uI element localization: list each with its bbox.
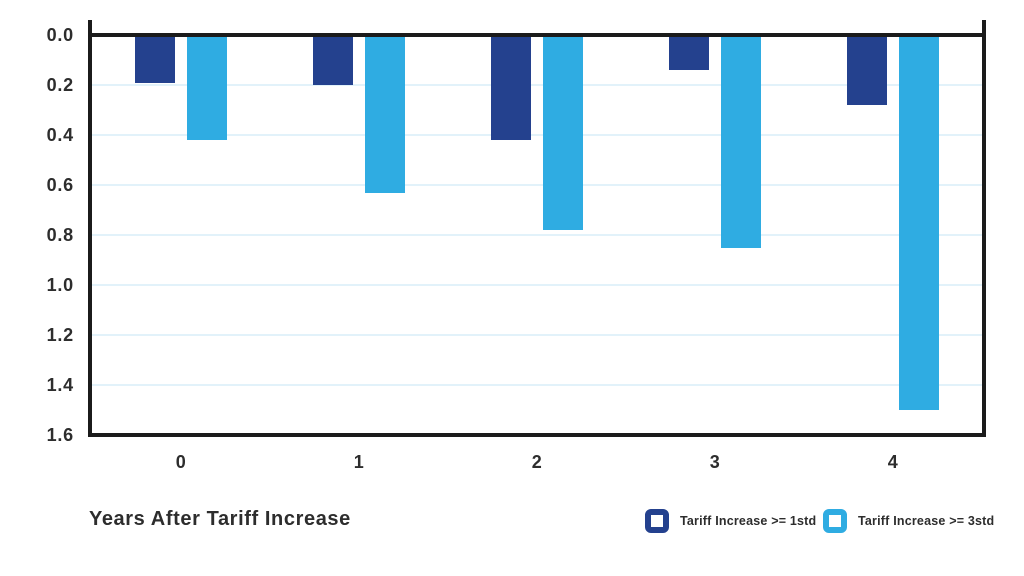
y-tick-label: 1.4 bbox=[46, 375, 74, 395]
y-tick-label: 1.2 bbox=[46, 325, 74, 345]
gridline bbox=[92, 234, 982, 236]
gridline bbox=[92, 334, 982, 336]
x-tick-label: 4 bbox=[887, 452, 899, 472]
y-axis-tick-labels: 0.0 0.2 0.4 0.6 0.8 1.0 1.2 1.4 1.6 bbox=[0, 0, 74, 576]
bar-1std-year-4 bbox=[847, 33, 887, 105]
legend-swatch-icon bbox=[645, 509, 669, 533]
x-axis-title: Years After Tariff Increase bbox=[89, 508, 351, 530]
gridline bbox=[92, 384, 982, 386]
bar-1std-year-2 bbox=[491, 33, 531, 140]
y-tick-label: 0.4 bbox=[46, 125, 74, 145]
gridline bbox=[92, 184, 982, 186]
y-tick-label: 0.8 bbox=[46, 225, 74, 245]
y-tick-label: 1.6 bbox=[46, 425, 74, 445]
gridline bbox=[92, 284, 982, 286]
bar-1std-year-0 bbox=[135, 33, 175, 83]
y-tick-label: 0.2 bbox=[46, 75, 74, 95]
bar-1std-year-1 bbox=[313, 33, 353, 85]
y-tick-label: 0.6 bbox=[46, 175, 74, 195]
legend-label: Tariff Increase >= 3std bbox=[858, 514, 995, 528]
x-tick-label: 1 bbox=[353, 452, 365, 472]
zero-axis-line bbox=[92, 33, 982, 37]
bar-3std-year-2 bbox=[543, 33, 583, 230]
y-tick-label: 0.0 bbox=[46, 25, 74, 45]
plot-area bbox=[88, 20, 986, 437]
y-tick-label: 1.0 bbox=[46, 275, 74, 295]
x-tick-label: 0 bbox=[175, 452, 187, 472]
bar-3std-year-1 bbox=[365, 33, 405, 193]
gridline bbox=[92, 84, 982, 86]
gridline bbox=[92, 134, 982, 136]
x-tick-label: 3 bbox=[709, 452, 721, 472]
bar-3std-year-3 bbox=[721, 33, 761, 248]
bar-3std-year-4 bbox=[899, 33, 939, 410]
bar-1std-year-3 bbox=[669, 33, 709, 70]
legend-label: Tariff Increase >= 1std bbox=[680, 514, 817, 528]
legend-item: Tariff Increase >= 1std bbox=[645, 509, 816, 533]
legend-swatch-icon bbox=[823, 509, 847, 533]
x-tick-label: 2 bbox=[531, 452, 543, 472]
legend-item: Tariff Increase >= 3std bbox=[823, 509, 994, 533]
bar-3std-year-0 bbox=[187, 33, 227, 140]
